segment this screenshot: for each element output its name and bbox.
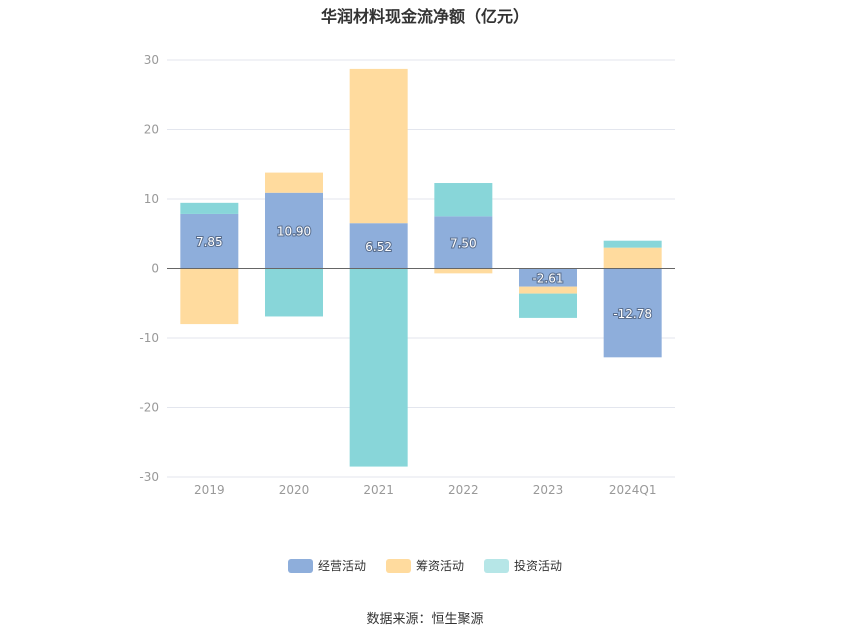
legend-label-financing: 筹资活动 (415, 559, 464, 573)
data-label: -2.61 (532, 272, 563, 286)
y-tick-label: 0 (151, 262, 159, 276)
bar-financing (265, 172, 323, 193)
legend-label-operating: 经营活动 (317, 559, 366, 573)
data-label: 10.90 (277, 225, 311, 239)
x-tick-label: 2024Q1 (609, 483, 657, 497)
legend-item-investing[interactable]: 投资活动 (484, 557, 562, 574)
bar-operating (434, 216, 493, 269)
bar-investing (180, 202, 239, 214)
bar-financing (519, 286, 577, 294)
legend-label-investing: 投资活动 (514, 559, 563, 573)
y-tick-label: -30 (139, 470, 159, 484)
bar-investing (519, 293, 577, 318)
bar-investing (349, 268, 408, 467)
data-label: 7.85 (196, 235, 223, 249)
x-tick-label: 2020 (279, 483, 310, 497)
bar-financing (603, 247, 662, 269)
legend-swatch-operating (287, 558, 313, 573)
data-label: -12.78 (613, 307, 652, 321)
bar-operating (180, 213, 239, 269)
bar-operating (349, 223, 408, 269)
legend-item-financing[interactable]: 筹资活动 (385, 557, 464, 574)
x-tick-label: 2019 (194, 483, 225, 497)
legend-item-operating[interactable]: 经营活动 (287, 557, 366, 574)
source-note: 数据来源：恒生聚源 (366, 612, 484, 627)
y-tick-label: 30 (144, 53, 159, 67)
bar-financing (434, 268, 493, 274)
legend-swatch-investing (484, 558, 509, 573)
y-tick-label: -20 (139, 401, 159, 415)
bar-operating (603, 268, 662, 358)
y-tick-label: 10 (144, 192, 159, 206)
x-tick-label: 2023 (533, 483, 564, 497)
data-label: 7.50 (450, 236, 477, 250)
chart-title: 华润材料现金流净额（亿元） (320, 7, 529, 26)
legend-swatch-financing (385, 558, 411, 573)
x-tick-label: 2021 (363, 483, 394, 497)
y-tick-label: -10 (139, 331, 159, 345)
bar-operating (519, 268, 577, 287)
bar-financing (180, 268, 239, 325)
bar-financing (349, 68, 408, 224)
legend: 经营活动 筹资活动 投资活动 (0, 557, 850, 574)
bar-investing (434, 183, 493, 217)
bar-operating (265, 192, 323, 269)
bar-investing (603, 240, 662, 248)
y-tick-label: 20 (144, 123, 159, 137)
x-tick-label: 2022 (448, 483, 479, 497)
bar-investing (265, 268, 323, 317)
data-label: 6.52 (365, 240, 392, 254)
